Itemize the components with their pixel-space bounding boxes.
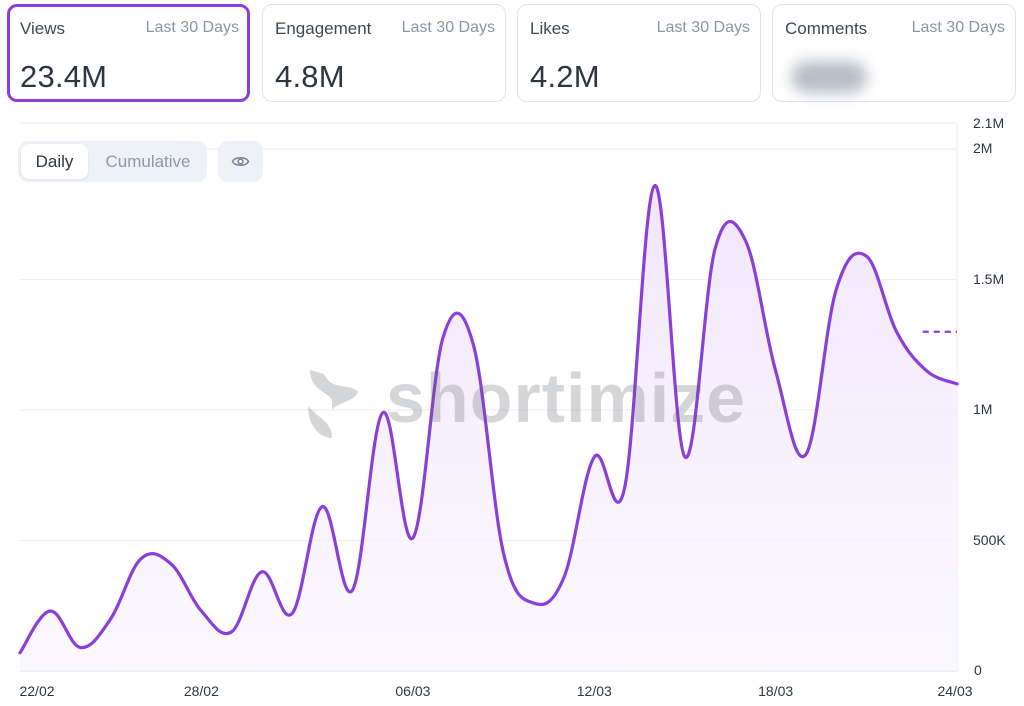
data-point-23/03 [925,369,929,373]
stat-card-period: Last 30 Days [145,19,239,36]
data-point-23/02 [48,609,52,613]
stat-card-value: 4.2M [530,59,600,94]
data-point-03/03 [320,505,324,509]
stat-card-views[interactable]: Views Last 30 Days 23.4M [7,4,250,102]
stat-card-comments[interactable]: Comments Last 30 Days [772,4,1016,102]
data-point-04/03 [350,588,354,592]
toggle-daily-button[interactable]: Daily [21,144,88,179]
y-tick-label: 0 [974,662,982,678]
stat-card-engagement[interactable]: Engagement Last 30 Days 4.8M [262,4,506,102]
chart-area [20,185,957,672]
stat-card-title: Engagement [275,19,372,38]
y-tick-label: 2.1M [973,115,1005,131]
data-point-22/03 [895,330,899,334]
data-point-05/03 [381,411,385,415]
data-point-14/03 [653,184,657,188]
eye-icon [231,157,250,166]
y-tick-label: 1M [973,401,993,418]
y-tick-label: 1.5M [973,270,1005,287]
data-point-21/03 [864,254,868,258]
data-point-02/03 [290,612,294,616]
y-tick-label: 2M [973,140,993,157]
data-point-28/02 [199,609,203,613]
stat-card-value: 23.4M [20,59,108,94]
data-point-06/03 [411,536,415,540]
data-point-10/03 [532,601,536,605]
data-point-25/02 [109,617,113,621]
data-point-24/03 [955,382,959,386]
data-point-07/03 [441,335,445,339]
data-point-24/02 [78,646,82,650]
data-point-09/03 [502,552,506,556]
stat-card-likes[interactable]: Likes Last 30 Days 4.2M [517,4,761,102]
stat-card-title: Comments [785,19,868,38]
data-point-26/02 [139,557,143,561]
data-point-08/03 [471,343,475,347]
stat-card-period: Last 30 Days [656,19,750,36]
data-point-22/02 [18,651,22,655]
blurred-value [791,61,867,93]
data-point-11/03 [562,575,566,579]
data-point-18/03 [774,369,778,373]
x-tick-label: 22/02 [19,683,55,699]
data-point-12/03 [592,455,596,459]
data-point-29/02 [230,630,234,634]
view-mode-toggle: Daily Cumulative [18,141,207,182]
stat-card-title: Views [20,19,66,38]
chart-line [18,184,959,655]
data-point-17/03 [743,238,747,242]
data-point-15/03 [683,455,687,459]
visibility-button[interactable] [218,141,263,182]
x-tick-label: 12/03 [576,683,612,699]
data-point-01/03 [260,570,264,574]
data-point-19/03 [804,452,808,456]
stat-card-period: Last 30 Days [911,19,1005,36]
x-tick-label: 18/03 [758,683,794,699]
stat-card-title: Likes [530,19,570,38]
y-tick-label: 500K [973,531,1006,548]
x-tick-label: 24/03 [937,683,973,699]
stat-card-period: Last 30 Days [401,19,495,36]
stat-card-value: 4.8M [275,59,345,94]
toggle-cumulative-button[interactable]: Cumulative [105,152,191,171]
x-tick-label: 06/03 [395,683,431,699]
data-point-13/03 [623,486,627,490]
data-point-20/03 [834,288,838,292]
data-point-27/02 [169,562,173,566]
x-tick-label: 28/02 [183,683,219,699]
data-point-16/03 [713,246,717,250]
